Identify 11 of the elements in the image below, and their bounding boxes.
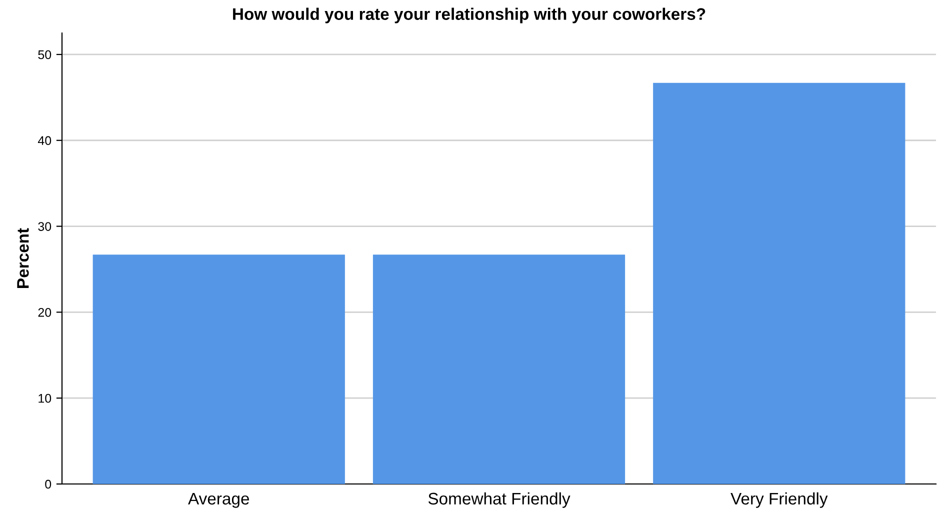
y-tick-label: 10 [38, 394, 52, 403]
y-tick-label: 20 [38, 308, 52, 317]
chart-title: How would you rate your relationship with your coworkers? [233, 8, 706, 24]
x-tick-label: Somewhat Friendly [428, 492, 570, 508]
x-tick-label: Very Friendly [730, 492, 828, 508]
x-tick-label: Average [188, 492, 250, 508]
y-tick-label: 50 [38, 50, 52, 60]
y-tick-label: 0 [45, 480, 52, 489]
y-axis-title: Percent [17, 228, 29, 288]
y-tick-label: 30 [38, 222, 52, 231]
y-tick-label: 40 [38, 136, 52, 146]
